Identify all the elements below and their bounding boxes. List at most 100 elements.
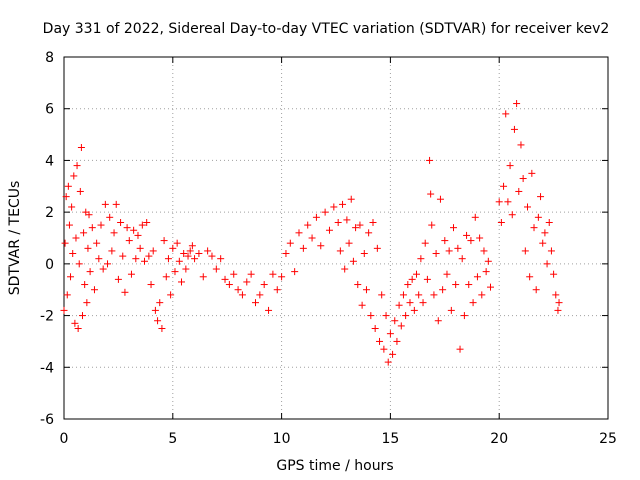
data-point [136,244,144,252]
data-point [147,281,155,289]
data-point [423,275,431,283]
data-point [117,218,125,226]
data-point [439,286,447,294]
x-tick-label: 5 [168,431,177,447]
data-point [347,195,355,203]
data-point [317,242,325,250]
data-point [81,281,89,289]
data-point [371,325,379,332]
data-point [83,299,91,307]
data-point [208,252,216,260]
data-point [123,224,131,232]
data-point [308,234,316,242]
data-point [112,200,120,208]
data-point [362,286,370,294]
data-point [393,337,401,345]
data-point [539,239,547,247]
data-point [77,144,85,151]
chart-title: Day 331 of 2022, Sidereal Day-to-day VTE… [43,21,610,37]
data-point [127,270,135,278]
data-point [436,195,444,203]
data-point [428,221,436,229]
data-point [397,322,405,330]
data-point [395,301,403,309]
data-point [386,330,394,338]
data-point [160,237,168,245]
data-point [71,319,79,327]
data-point [356,221,364,229]
data-point [225,281,233,289]
data-point [508,211,516,219]
data-point [382,312,390,320]
data-point [256,291,264,299]
data-point [369,218,377,226]
data-point [380,345,388,353]
y-tick-label: -2 [40,309,54,325]
data-point [85,211,93,219]
data-point [180,250,188,258]
data-point [114,275,122,283]
data-point [471,213,479,221]
data-point [513,100,521,108]
data-point [495,198,503,206]
data-point [171,268,179,276]
data-point [410,306,418,314]
data-point [458,255,466,263]
data-point [345,239,353,247]
data-point [526,273,534,281]
data-point [500,182,508,190]
data-point [519,175,527,183]
data-point [138,221,146,229]
data-point [67,273,75,281]
data-point [69,250,77,258]
data-point [151,306,159,314]
data-point [349,257,357,265]
data-point [447,306,455,314]
data-point [545,218,553,226]
data-point [450,224,458,232]
data-point [432,250,440,258]
data-point [221,275,229,283]
data-point [550,270,558,278]
data-point [273,286,281,294]
data-point [426,156,434,164]
data-point [175,257,183,265]
data-point [269,270,277,278]
data-point [61,239,69,247]
x-tick-label: 25 [599,431,617,447]
data-point [119,252,127,260]
data-point [389,350,397,358]
data-point [427,190,435,198]
data-point [384,358,392,366]
data-point [265,306,273,314]
data-point [132,255,140,263]
data-point [452,281,460,289]
data-point [162,273,170,281]
data-point [184,252,192,260]
data-point [373,244,381,252]
data-point [443,270,451,278]
data-point [164,255,172,263]
data-point [234,286,242,294]
data-point [419,299,427,307]
data-point [441,237,449,245]
data-point [463,231,471,239]
data-point [541,229,549,237]
data-point [321,208,329,216]
data-point [304,221,312,229]
data-point [65,221,73,229]
data-point [299,244,307,252]
data-point [360,250,368,258]
data-point [106,213,114,221]
data-point [286,239,294,247]
gridlines [64,57,608,419]
data-point [64,182,72,190]
data-point [182,265,190,273]
data-point [517,141,525,149]
y-tick-label: -6 [40,412,54,428]
y-tick-label: -4 [40,360,54,376]
data-point [72,234,80,242]
data-point [532,286,540,294]
data-point [204,247,212,255]
